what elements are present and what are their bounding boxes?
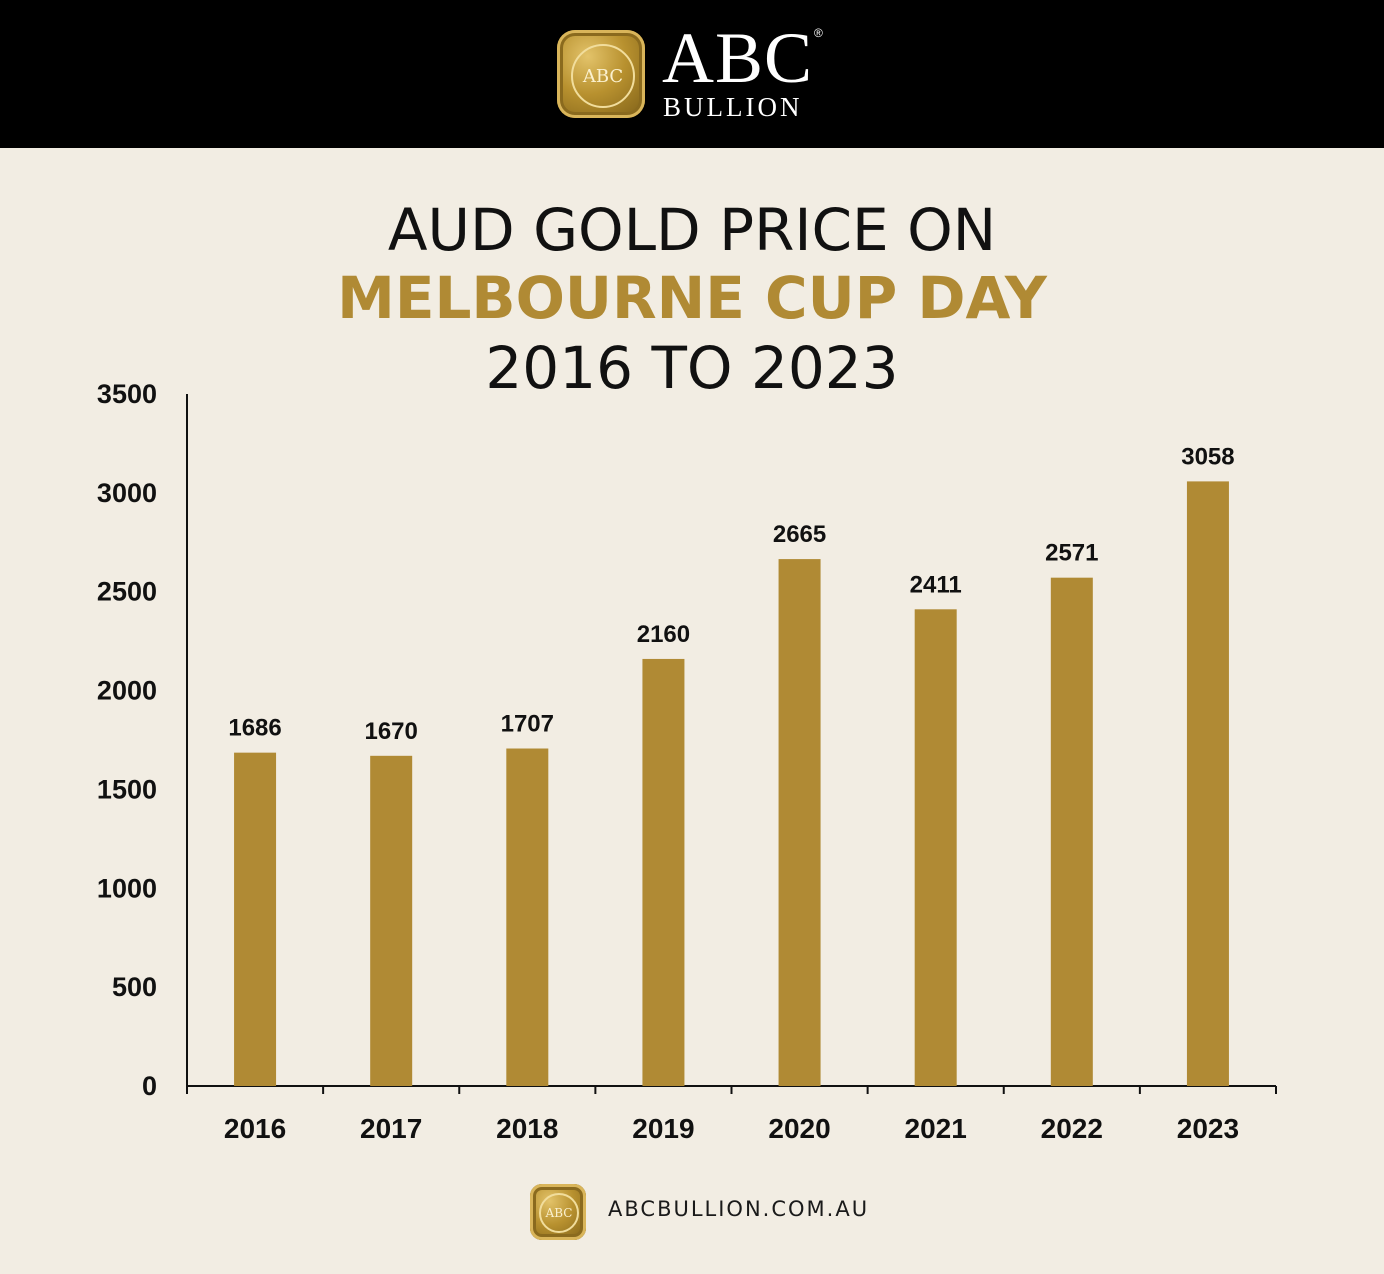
data-label: 2665 — [773, 521, 826, 548]
bar — [914, 609, 957, 1086]
footer-logo-icon: ABC — [530, 1184, 586, 1240]
y-tick-label: 3000 — [97, 478, 157, 508]
x-tick-label: 2022 — [1041, 1113, 1103, 1144]
x-tick-label: 2021 — [905, 1113, 967, 1144]
footer-website-link[interactable]: ABCBULLION.COM.AU — [608, 1197, 870, 1221]
bar — [642, 658, 685, 1086]
y-tick-label: 2000 — [97, 676, 157, 706]
y-tick-label: 1500 — [97, 774, 157, 804]
registered-mark: ® — [814, 26, 823, 40]
brand-name: ABC — [662, 18, 814, 98]
x-tick-label: 2019 — [632, 1113, 694, 1144]
data-label: 2411 — [910, 571, 962, 598]
abc-logo-icon: ABC — [557, 30, 645, 118]
logo-badge-text: ABC — [571, 44, 635, 108]
data-label: 1707 — [501, 711, 554, 738]
bar — [234, 752, 277, 1086]
footer-logo-badge-text: ABC — [539, 1193, 579, 1233]
data-label: 1686 — [228, 715, 281, 742]
x-tick-label: 2023 — [1177, 1113, 1239, 1144]
data-label: 1670 — [364, 718, 417, 745]
y-tick-label: 1000 — [97, 873, 157, 903]
x-tick-label: 2020 — [768, 1113, 830, 1144]
data-label: 3058 — [1181, 443, 1234, 470]
chart-title-line-1: AUD GOLD PRICE ON — [387, 196, 997, 264]
data-label: 2160 — [637, 621, 690, 648]
bar — [1050, 577, 1093, 1086]
x-tick-label: 2016 — [224, 1113, 286, 1144]
chart-title-line-2: MELBOURNE CUP DAY — [337, 264, 1047, 332]
y-tick-label: 3500 — [97, 379, 157, 409]
y-tick-label: 500 — [112, 972, 157, 1002]
header-bar: ABC ABC ® BULLION — [0, 0, 1384, 148]
chart-title-line-3: 2016 TO 2023 — [485, 334, 899, 402]
brand-subtitle: BULLION — [663, 92, 803, 122]
y-tick-label: 2500 — [97, 577, 157, 607]
bar — [506, 748, 549, 1086]
bar — [1186, 481, 1229, 1086]
data-label: 2571 — [1045, 540, 1098, 567]
x-tick-label: 2018 — [496, 1113, 558, 1144]
bar — [370, 755, 413, 1086]
y-tick-label: 0 — [142, 1071, 157, 1101]
x-tick-label: 2017 — [360, 1113, 422, 1144]
bar — [778, 559, 821, 1086]
